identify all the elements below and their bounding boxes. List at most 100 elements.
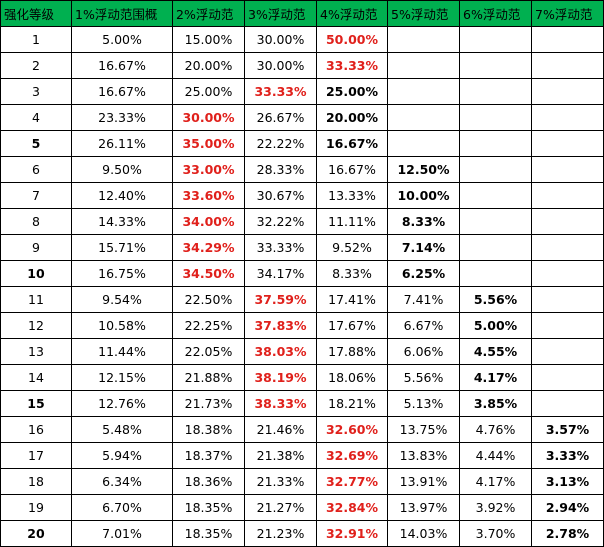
level-cell: 15 [0, 390, 72, 417]
probability-cell: 10.58% [71, 312, 173, 339]
probability-cell: 32.69% [316, 442, 388, 469]
probability-cell: 17.88% [316, 338, 388, 365]
level-cell: 2 [0, 52, 72, 79]
level-cell: 5 [0, 130, 72, 157]
probability-cell [531, 78, 604, 105]
probability-cell: 4.55% [459, 338, 532, 365]
probability-cell: 30.00% [172, 104, 245, 131]
probability-cell [459, 260, 532, 287]
probability-cell: 16.67% [71, 78, 173, 105]
probability-cell: 7.01% [71, 520, 173, 547]
probability-cell [531, 104, 604, 131]
table-row: 3 16.67% 25.00% 33.33% 25.00% [0, 78, 604, 105]
probability-cell [459, 26, 532, 53]
table-row: 12 10.58% 22.25% 37.83% 17.67% 6.67% 5.00% [0, 312, 604, 339]
probability-cell: 32.77% [316, 468, 388, 495]
probability-cell: 7.41% [387, 286, 460, 313]
level-cell: 14 [0, 364, 72, 391]
probability-cell: 26.67% [244, 104, 317, 131]
probability-cell: 30.67% [244, 182, 317, 209]
probability-cell: 38.33% [244, 390, 317, 417]
probability-cell: 34.00% [172, 208, 245, 235]
probability-cell [531, 364, 604, 391]
probability-cell [459, 156, 532, 183]
probability-cell [531, 130, 604, 157]
probability-cell: 18.38% [172, 416, 245, 443]
probability-cell: 32.84% [316, 494, 388, 521]
level-cell: 12 [0, 312, 72, 339]
probability-cell: 2.78% [531, 520, 604, 547]
table-row: 6 9.50% 33.00% 28.33% 16.67% 12.50% [0, 156, 604, 183]
probability-cell: 13.83% [387, 442, 460, 469]
header-cell-7pct: 7%浮动范 [531, 0, 604, 27]
table-row: 7 12.40% 33.60% 30.67% 13.33% 10.00% [0, 182, 604, 209]
probability-cell: 9.50% [71, 156, 173, 183]
probability-cell [531, 26, 604, 53]
level-cell: 16 [0, 416, 72, 443]
probability-cell: 6.34% [71, 468, 173, 495]
probability-cell: 18.06% [316, 364, 388, 391]
probability-cell: 13.91% [387, 468, 460, 495]
probability-cell: 26.11% [71, 130, 173, 157]
probability-cell: 34.29% [172, 234, 245, 261]
probability-cell [531, 260, 604, 287]
probability-cell: 18.35% [172, 520, 245, 547]
probability-cell: 20.00% [316, 104, 388, 131]
header-cell-3pct: 3%浮动范 [244, 0, 317, 27]
table-row: 10 16.75% 34.50% 34.17% 8.33% 6.25% [0, 260, 604, 287]
probability-cell: 3.92% [459, 494, 532, 521]
probability-cell: 37.59% [244, 286, 317, 313]
probability-cell: 34.17% [244, 260, 317, 287]
level-cell: 9 [0, 234, 72, 261]
table-row: 8 14.33% 34.00% 32.22% 11.11% 8.33% [0, 208, 604, 235]
probability-cell: 17.41% [316, 286, 388, 313]
probability-cell: 21.46% [244, 416, 317, 443]
probability-cell: 12.15% [71, 364, 173, 391]
probability-cell: 22.22% [244, 130, 317, 157]
table-row: 17 5.94% 18.37% 21.38% 32.69% 13.83% 4.44% 3.33… [0, 442, 604, 469]
level-cell: 10 [0, 260, 72, 287]
table-header: 强化等级 1%浮动范围概 2%浮动范 3%浮动范 4%浮动范 5%浮动范 6%浮… [0, 0, 604, 27]
probability-cell: 4.17% [459, 364, 532, 391]
probability-cell: 18.36% [172, 468, 245, 495]
probability-cell: 18.35% [172, 494, 245, 521]
probability-cell: 50.00% [316, 26, 388, 53]
probability-cell: 3.13% [531, 468, 604, 495]
probability-cell: 30.00% [244, 52, 317, 79]
table-row: 14 12.15% 21.88% 38.19% 18.06% 5.56% 4.17% [0, 364, 604, 391]
probability-cell: 8.33% [316, 260, 388, 287]
probability-cell: 5.00% [71, 26, 173, 53]
probability-cell [459, 208, 532, 235]
level-cell: 8 [0, 208, 72, 235]
probability-cell: 21.27% [244, 494, 317, 521]
header-row: 强化等级 1%浮动范围概 2%浮动范 3%浮动范 4%浮动范 5%浮动范 6%浮… [0, 0, 604, 27]
level-cell: 7 [0, 182, 72, 209]
probability-cell: 12.76% [71, 390, 173, 417]
table-row: 4 23.33% 30.00% 26.67% 20.00% [0, 104, 604, 131]
level-cell: 18 [0, 468, 72, 495]
probability-cell: 4.44% [459, 442, 532, 469]
probability-cell: 13.75% [387, 416, 460, 443]
probability-cell [531, 234, 604, 261]
probability-cell: 33.00% [172, 156, 245, 183]
probability-cell: 17.67% [316, 312, 388, 339]
table-row: 9 15.71% 34.29% 33.33% 9.52% 7.14% [0, 234, 604, 261]
level-cell: 20 [0, 520, 72, 547]
probability-cell: 3.57% [531, 416, 604, 443]
probability-cell [531, 312, 604, 339]
probability-cell: 16.67% [71, 52, 173, 79]
probability-cell: 3.33% [531, 442, 604, 469]
probability-cell [531, 390, 604, 417]
probability-cell [531, 286, 604, 313]
probability-cell [459, 78, 532, 105]
probability-cell: 20.00% [172, 52, 245, 79]
table-row: 16 5.48% 18.38% 21.46% 32.60% 13.75% 4.76% 3.57… [0, 416, 604, 443]
probability-cell [459, 52, 532, 79]
probability-cell: 16.75% [71, 260, 173, 287]
probability-cell: 23.33% [71, 104, 173, 131]
probability-cell: 15.71% [71, 234, 173, 261]
probability-cell: 12.40% [71, 182, 173, 209]
probability-cell: 21.23% [244, 520, 317, 547]
probability-cell: 6.67% [387, 312, 460, 339]
probability-cell: 9.52% [316, 234, 388, 261]
